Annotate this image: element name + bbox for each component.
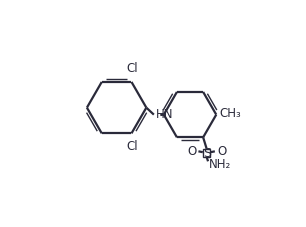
Text: Cl: Cl [127,140,138,153]
Text: O: O [217,145,226,158]
Bar [203,149,211,157]
Text: Cl: Cl [127,62,138,75]
Text: HN: HN [156,109,174,121]
Text: CH₃: CH₃ [219,107,241,120]
Text: O: O [187,145,196,158]
Text: S: S [203,147,211,160]
Text: NH₂: NH₂ [208,158,231,171]
